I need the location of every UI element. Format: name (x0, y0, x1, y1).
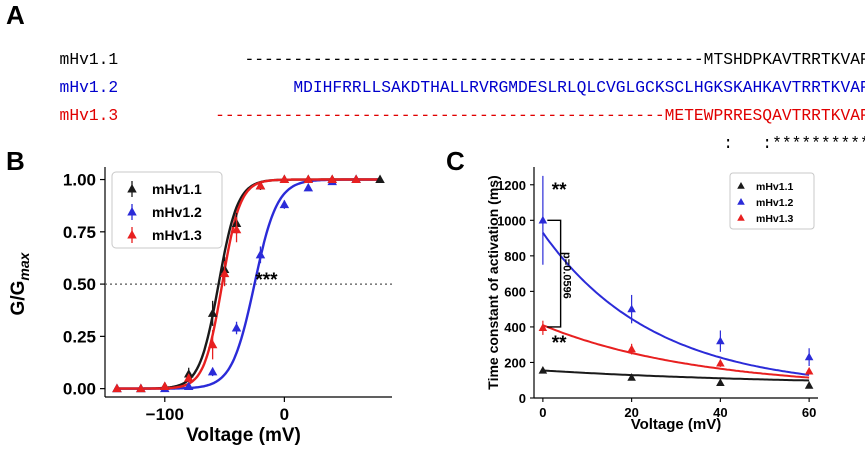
data-point-mhv1-3 (255, 180, 266, 190)
y-axis-label: Time constant of activation (ms) (485, 175, 501, 389)
significance-annotation: ** (552, 180, 567, 201)
x-tick-label: 0 (280, 405, 289, 424)
alignment-name: mHv1.3 (59, 106, 119, 125)
x-axis-label: Voltage (mV) (631, 416, 722, 433)
data-point-mhv1-1 (538, 365, 548, 374)
y-tick-label: 0.50 (63, 275, 96, 294)
panel-label-b: B (6, 146, 25, 176)
data-point-mhv1-3 (804, 366, 814, 375)
legend-label: mHv1.2 (152, 204, 202, 220)
p-value-annotation: p=0.0596 (561, 252, 573, 299)
alignment-name: mHv1.2 (59, 78, 119, 97)
y-tick-label: 1.00 (63, 171, 96, 190)
y-tick-label: 600 (504, 284, 526, 299)
significance-annotation: ** (552, 333, 567, 354)
x-tick-label: 40 (713, 405, 727, 420)
data-point-mhv1-3 (160, 381, 170, 391)
y-tick-label: 0.00 (63, 380, 96, 399)
y-tick-label: 800 (504, 249, 526, 264)
x-axis-label: Voltage (mV) (186, 425, 301, 446)
legend-marker (127, 230, 137, 239)
data-point-mhv1-1 (804, 381, 814, 389)
chart-c: 0 200 400 600 800 1000 1200 0 20 40 60 Voltage (mV)… (485, 167, 818, 433)
y-tick-label: 0.25 (63, 327, 96, 346)
significance-annotation: *** (255, 270, 278, 291)
data-point-mhv1-3 (538, 323, 548, 331)
data-point-mhv1-2 (207, 366, 218, 376)
alignment-consensus-text: : :*********** (723, 134, 865, 153)
data-point-mhv1-3 (231, 224, 242, 234)
legend-box (111, 171, 223, 249)
data-point-mhv1-1 (375, 174, 385, 184)
alignment-row-mhv1-3: mHv1.3 ----------------------------------… (40, 86, 865, 126)
data-point-mhv1-1 (627, 373, 636, 381)
fit-curve-mhv1-3 (542, 324, 810, 379)
data-point-mhv1-2 (716, 336, 725, 345)
data-point-mhv1-1 (207, 308, 218, 317)
y-tick-label: 0 (519, 391, 526, 406)
alignment-sequence: MDIHFRRLLSAKDTHALLRVRGMDESLRLQLCVGLGCKSC… (293, 78, 865, 97)
data-point-mhv1-2 (303, 182, 314, 192)
data-point-mhv1-3 (627, 344, 636, 353)
legend-marker (737, 182, 745, 189)
legend-label: mHv1.1 (756, 181, 794, 193)
data-point-mhv1-3 (716, 358, 725, 367)
data-point-mhv1-2 (231, 323, 242, 332)
y-tick-label: 400 (504, 320, 526, 335)
alignment-row-mhv1-1: mHv1.1 ----------------------------------… (40, 30, 865, 70)
x-tick-label: 0 (539, 405, 546, 420)
data-point-mhv1-3 (219, 268, 230, 278)
panel-label-c: C (446, 146, 465, 176)
data-point-mhv1-2 (183, 381, 194, 391)
data-point-mhv1-1 (716, 378, 725, 387)
alignment-sequence: ----------------------------------------… (244, 50, 865, 69)
legend-marker (127, 207, 137, 216)
significance-bracket (547, 219, 562, 328)
x-tick-label: −100 (146, 405, 184, 424)
alignment-consensus: : :*********** (40, 114, 865, 154)
fit-curve-mhv1-1 (542, 369, 810, 382)
data-point-mhv1-2 (804, 352, 814, 361)
legend-label: mHv1.1 (152, 181, 202, 197)
data-point-mhv1-3 (303, 174, 314, 184)
data-point-mhv1-3 (136, 383, 146, 393)
legend-label: mHv1.3 (756, 213, 794, 225)
y-tick-label: 1000 (497, 213, 526, 228)
data-point-mhv1-3 (207, 339, 218, 349)
x-tick-label: 20 (624, 405, 638, 420)
fit-curve-mhv1-2 (542, 232, 810, 376)
legend-box (729, 172, 815, 230)
data-point-mhv1-3 (279, 174, 290, 184)
data-point-mhv1-3 (112, 383, 122, 393)
legend-marker (127, 184, 137, 193)
data-point-mhv1-3 (351, 174, 361, 184)
legend-label: mHv1.2 (756, 197, 794, 209)
legend-label: mHv1.3 (152, 227, 202, 243)
legend-marker (737, 214, 745, 221)
data-point-mhv1-2 (538, 215, 548, 224)
data-point-mhv1-2 (255, 249, 266, 259)
data-point-mhv1-2 (627, 304, 636, 313)
data-point-mhv1-2 (279, 199, 290, 209)
y-tick-label: 1200 (497, 178, 526, 193)
y-axis-label: G/Gmax (8, 251, 32, 315)
alignment-sequence: ----------------------------------------… (215, 106, 865, 125)
alignment-name: mHv1.1 (59, 50, 119, 69)
legend-marker (737, 198, 745, 205)
data-point-mhv1-3 (183, 373, 194, 382)
alignment-row-mhv1-2: mHv1.2 MDIHFRRLLSAKDTHALLRVRGMDESLRLQLCVG… (40, 58, 865, 98)
y-tick-label: 0.75 (63, 223, 96, 242)
y-tick-label: 200 (504, 355, 526, 370)
panel-label-a: A (6, 0, 25, 30)
fit-curve-mhv1-3 (117, 178, 380, 390)
data-point-mhv1-3 (327, 174, 337, 184)
x-tick-label: 60 (802, 405, 816, 420)
